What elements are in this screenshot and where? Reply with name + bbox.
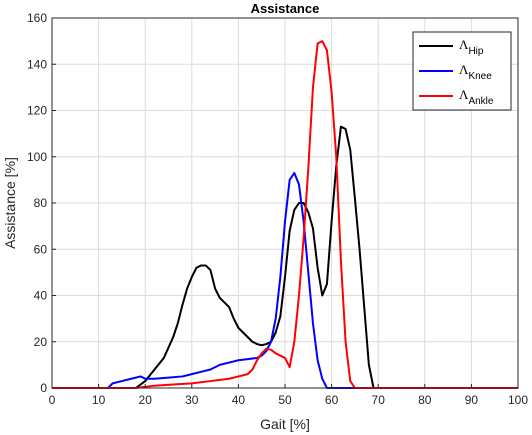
x-tick-label: 50 — [278, 393, 292, 407]
x-axis-label: Gait [%] — [260, 416, 310, 432]
x-tick-label: 80 — [418, 393, 432, 407]
x-axis-ticks: 0 10 20 30 40 50 60 70 80 90 100 — [49, 384, 528, 407]
legend-label-ankle: ΛAnkle — [459, 87, 494, 107]
series-line-knee — [52, 171, 518, 389]
y-tick-label: 160 — [27, 11, 47, 25]
x-tick-label: 100 — [508, 393, 528, 407]
y-tick-label: 120 — [27, 104, 47, 118]
y-tick-label: 0 — [40, 381, 47, 395]
legend-subscript: Knee — [468, 71, 492, 82]
legend-symbol: Λ — [459, 37, 469, 52]
x-tick-label: 60 — [325, 393, 339, 407]
legend-subscript: Hip — [468, 46, 483, 57]
y-tick-label: 140 — [27, 57, 47, 71]
y-axis-label: Assistance [%] — [2, 157, 18, 249]
series-line-ankle — [52, 40, 518, 389]
x-tick-label: 90 — [465, 393, 479, 407]
legend-label-knee: ΛKnee — [459, 62, 492, 82]
chart-title: Assistance — [251, 1, 320, 16]
y-tick-label: 80 — [34, 196, 48, 210]
legend-symbol: Λ — [459, 87, 469, 102]
legend-subscript: Ankle — [468, 96, 493, 107]
legend-symbol: Λ — [459, 62, 469, 77]
series-line-hip — [52, 125, 518, 389]
x-tick-label: 0 — [49, 393, 56, 407]
x-tick-label: 40 — [232, 393, 246, 407]
x-tick-label: 70 — [372, 393, 386, 407]
x-tick-label: 30 — [185, 393, 199, 407]
series-layer — [52, 40, 518, 389]
y-tick-label: 40 — [34, 289, 48, 303]
y-tick-label: 20 — [34, 335, 48, 349]
y-axis-ticks: 0 20 40 60 80 100 120 140 160 — [27, 11, 56, 395]
legend-label-hip: ΛHip — [459, 37, 484, 57]
x-tick-label: 20 — [139, 393, 153, 407]
y-tick-label: 60 — [34, 242, 48, 256]
y-tick-label: 100 — [27, 150, 47, 164]
x-tick-label: 10 — [92, 393, 106, 407]
